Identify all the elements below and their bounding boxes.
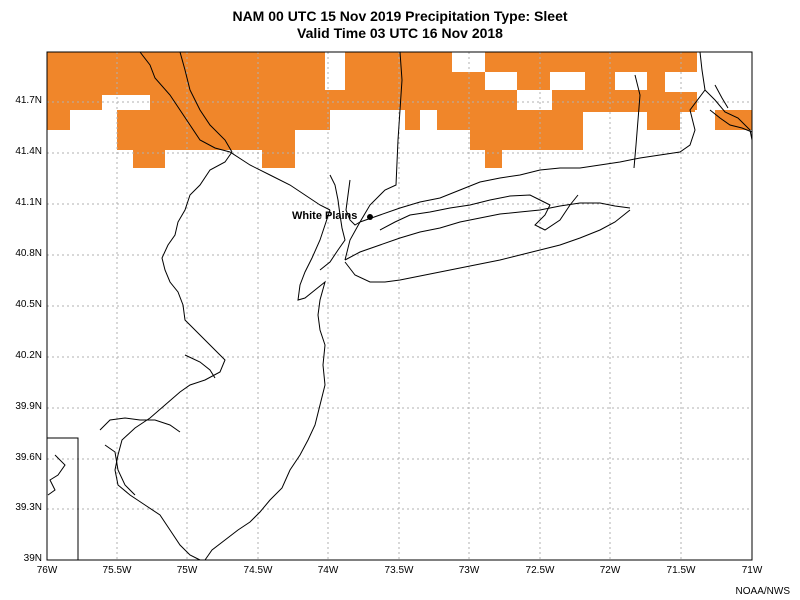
map-title: NAM 00 UTC 15 Nov 2019 Precipitation Typ… [232,8,568,24]
lat-label: 41.1N [15,197,42,208]
lat-label: 39.3N [15,502,42,513]
lon-label: 76W [36,565,58,576]
white-plains-marker [367,214,373,220]
lat-label: 39N [23,553,42,564]
lon-label: 75W [176,565,198,576]
white-plains-label: White Plains [292,210,358,222]
lat-label: 39.9N [15,401,42,412]
lon-label: 74.5W [243,565,273,576]
lat-label: 39.6N [15,452,42,463]
map-subtitle: Valid Time 03 UTC 16 Nov 2018 [297,25,503,41]
lat-label: 40.5N [15,299,42,310]
lon-label: 74W [317,565,339,576]
lon-label: 72.5W [525,565,555,576]
lon-label: 71.5W [666,565,696,576]
lat-label: 41.7N [15,95,42,106]
map-frame [46,51,753,561]
lon-label: 75.5W [102,565,132,576]
lon-label: 72W [599,565,621,576]
lon-label: 73.5W [384,565,414,576]
lat-label: 40.2N [15,350,42,361]
sleet-gaps [102,72,697,110]
coastlines-borders [47,51,753,561]
lat-label: 40.8N [15,248,42,259]
credit-text: NOAA/NWS [735,586,790,597]
lon-label: 71W [741,565,763,576]
lon-label: 73W [458,565,480,576]
lat-label: 41.4N [15,146,42,157]
